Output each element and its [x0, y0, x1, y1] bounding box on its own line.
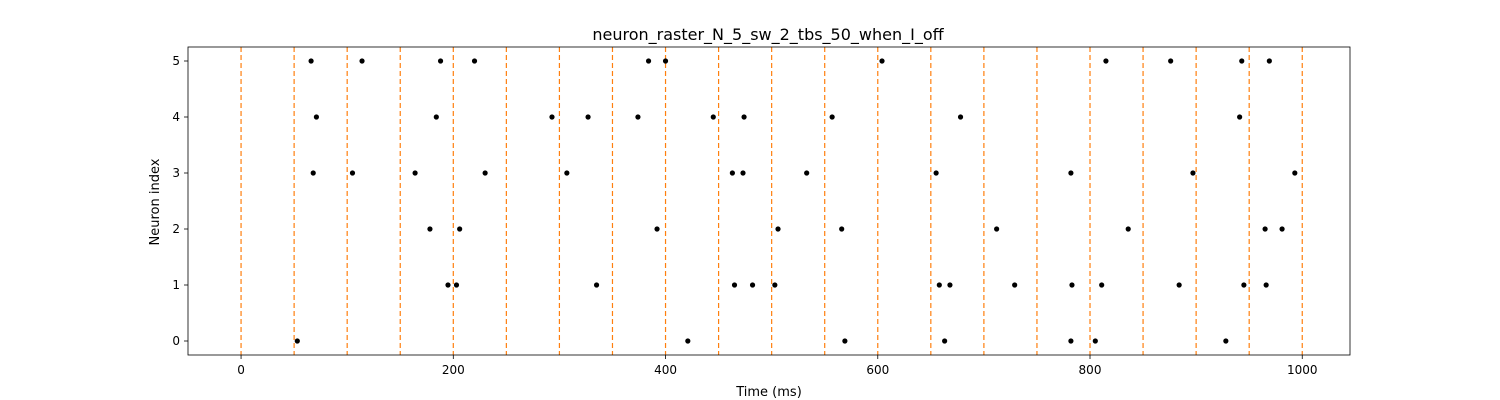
x-tick-label: 600 — [866, 363, 889, 377]
spike-point — [936, 282, 942, 288]
spike-point — [942, 338, 948, 344]
spike-point — [772, 282, 778, 288]
y-tick-label: 3 — [172, 166, 180, 180]
y-tick-label: 2 — [172, 222, 180, 236]
spike-point — [427, 226, 433, 232]
spike-point — [564, 170, 570, 176]
spike-point — [1262, 226, 1268, 232]
spike-point — [1176, 282, 1182, 288]
spike-point — [1223, 338, 1229, 344]
x-axis-label: Time (ms) — [735, 385, 802, 400]
spike-point — [471, 58, 478, 64]
spike-point — [1239, 58, 1245, 64]
spike-point — [1168, 58, 1174, 64]
spike-point — [645, 58, 652, 64]
spike-point — [453, 282, 460, 288]
spike-point — [731, 282, 738, 288]
y-tick-label: 5 — [172, 54, 180, 68]
spike-point — [1092, 338, 1098, 344]
spike-point — [1279, 226, 1285, 232]
spike-point — [729, 170, 735, 176]
x-tick-label: 0 — [237, 363, 245, 377]
spike-point — [804, 170, 810, 176]
spike-point — [1068, 338, 1074, 344]
y-tick-label: 0 — [172, 334, 180, 348]
x-tick-label: 200 — [442, 363, 465, 377]
spike-point — [710, 114, 716, 120]
spike-point — [775, 226, 781, 232]
spike-point — [1125, 226, 1131, 232]
spike-point — [1190, 170, 1196, 176]
spike-point — [1241, 282, 1247, 288]
spike-point — [1099, 282, 1105, 288]
spike-point — [749, 282, 756, 288]
spike-point — [741, 114, 747, 120]
spike-point — [412, 170, 418, 176]
spike-point — [457, 226, 463, 232]
spike-point — [662, 58, 669, 64]
spike-point — [957, 114, 964, 120]
spike-point — [359, 58, 365, 64]
spike-point — [313, 114, 320, 120]
spike-point — [740, 170, 746, 176]
y-axis-label: Neuron index — [148, 158, 163, 245]
x-tick-label: 800 — [1079, 363, 1102, 377]
spike-point — [433, 114, 439, 120]
spike-point — [294, 338, 300, 344]
spike-point — [1266, 58, 1272, 64]
spike-point — [842, 338, 848, 344]
spike-point — [1069, 282, 1075, 288]
spike-point — [482, 170, 488, 176]
spike-point — [1237, 114, 1243, 120]
plot-area — [188, 47, 1350, 355]
spike-point — [549, 114, 555, 120]
plot-background — [188, 47, 1350, 355]
spike-point — [1068, 170, 1074, 176]
spike-point — [445, 282, 451, 288]
spike-point — [349, 170, 356, 176]
spike-point — [879, 58, 885, 64]
spike-point — [1103, 58, 1109, 64]
x-tick-label: 1000 — [1287, 363, 1318, 377]
spike-point — [310, 170, 316, 176]
y-axis: 0 1 2 3 4 5 — [172, 54, 188, 348]
chart-title: neuron_raster_N_5_sw_2_tbs_50_when_I_off — [592, 25, 944, 45]
spike-point — [308, 58, 314, 64]
spike-point — [437, 58, 444, 64]
spike-point — [933, 170, 939, 176]
x-tick-label: 400 — [654, 363, 677, 377]
spike-point — [947, 282, 953, 288]
spike-point — [593, 282, 600, 288]
spike-point — [829, 114, 835, 120]
spike-point — [654, 226, 660, 232]
spike-point — [1263, 282, 1269, 288]
y-tick-label: 4 — [172, 110, 180, 124]
spike-point — [839, 226, 845, 232]
spike-point — [585, 114, 591, 120]
spike-point — [1012, 282, 1018, 288]
spike-point — [635, 114, 641, 120]
spike-point — [994, 226, 1000, 232]
plot-frame — [187, 46, 1351, 356]
spike-points — [294, 58, 1298, 344]
spike-point — [1292, 170, 1298, 176]
spike-point — [685, 338, 691, 344]
stimulus-lines — [240, 47, 1303, 355]
y-tick-label: 1 — [172, 278, 180, 292]
x-axis: 0 200 400 600 800 1000 — [237, 355, 1318, 377]
